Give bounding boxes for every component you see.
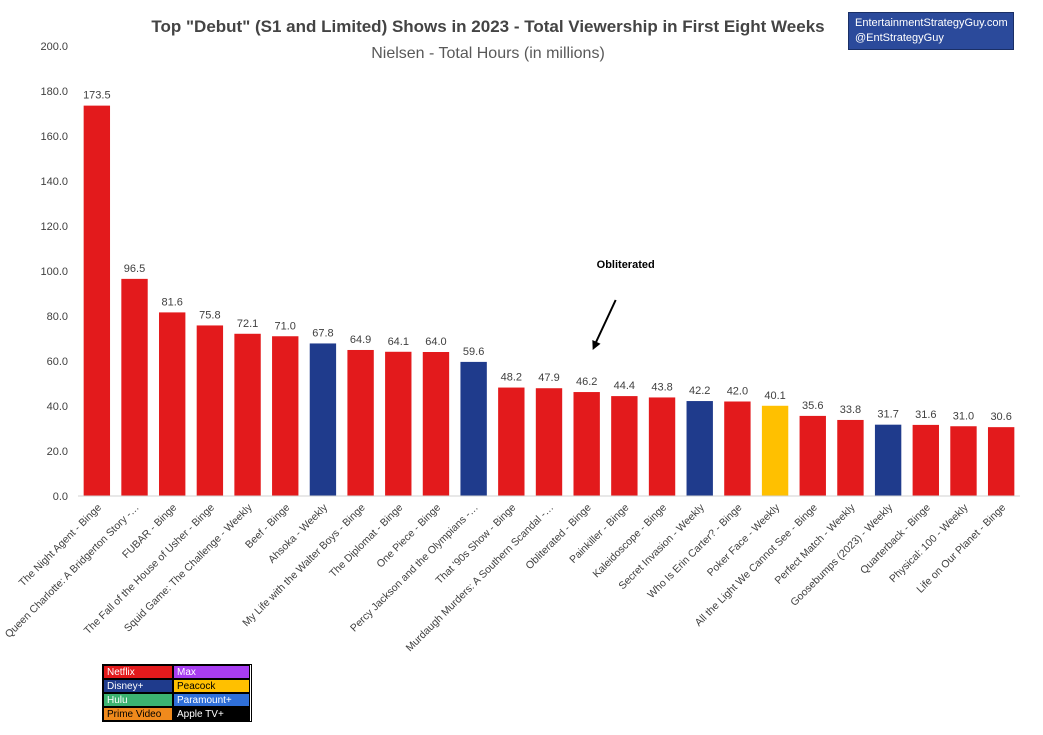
data-label: 64.9 — [350, 334, 371, 346]
y-tick-label: 20.0 — [47, 446, 68, 458]
bar — [724, 401, 751, 496]
y-tick-label: 180.0 — [40, 86, 68, 98]
bar — [347, 349, 374, 496]
bar — [196, 325, 224, 496]
bar — [272, 336, 299, 496]
bar — [83, 105, 111, 496]
bar — [385, 351, 412, 496]
chart-subtitle: Nielsen - Total Hours (in millions) — [371, 45, 605, 62]
y-tick-label: 60.0 — [47, 356, 68, 368]
y-tick-label: 0.0 — [53, 491, 68, 503]
credit-handle: @EntStrategyGuy — [855, 32, 944, 44]
y-axis: 0.0 20.0 40.0 60.0 80.0 100.0 120.0 140.0 160.0 1… — [40, 41, 68, 503]
data-label: 31.0 — [953, 410, 974, 422]
annotation-text: Obliterated — [597, 259, 655, 271]
data-label: 75.8 — [199, 309, 220, 321]
data-label: 33.8 — [840, 404, 861, 416]
data-label: 31.7 — [877, 409, 898, 421]
data-label: 96.5 — [124, 263, 145, 275]
platform-legend: Netflix Max Disney+ Peacock Hulu Paramount+ Pr… — [102, 664, 252, 722]
data-label: 44.4 — [614, 380, 635, 392]
y-tick-label: 160.0 — [40, 131, 68, 143]
y-tick-label: 120.0 — [40, 221, 68, 233]
x-tick-label: Queen Charlotte: A Bridgerton Story -… — [3, 502, 142, 641]
legend-item: Max — [173, 665, 250, 679]
bar — [611, 396, 638, 496]
y-tick-label: 100.0 — [40, 266, 68, 278]
x-tick-label: The Diplomat - Binge — [327, 502, 405, 580]
data-label: 64.0 — [425, 336, 446, 348]
data-label: 30.6 — [990, 411, 1011, 423]
data-label: 71.0 — [275, 320, 296, 332]
bar — [535, 388, 563, 496]
chart-title: Top "Debut" (S1 and Limited) Shows in 20… — [151, 17, 824, 36]
data-label: 47.9 — [538, 372, 559, 384]
y-tick-label: 200.0 — [40, 41, 68, 53]
bar — [460, 361, 487, 496]
x-tick-label: Quarterback - Binge — [858, 502, 933, 577]
x-tick-label: One Piece - Binge — [374, 502, 443, 571]
bar — [422, 352, 450, 496]
credit-website: EntertainmentStrategyGuy.com — [855, 17, 1008, 29]
data-label: 48.2 — [501, 372, 522, 384]
y-tick-label: 80.0 — [47, 311, 68, 323]
y-tick-label: 40.0 — [47, 401, 68, 413]
credit-box: EntertainmentStrategyGuy.com @EntStrateg… — [848, 12, 1014, 50]
bar — [686, 401, 713, 496]
bar — [950, 426, 977, 496]
data-label: 46.2 — [576, 376, 597, 388]
legend-item: Netflix — [103, 665, 173, 679]
annotation: Obliterated — [592, 259, 655, 350]
bar — [837, 419, 864, 496]
legend-item: Apple TV+ — [173, 707, 250, 721]
x-tick-label: Poker Face - Weekly — [705, 501, 783, 579]
bar — [912, 424, 939, 496]
data-label: 64.1 — [388, 336, 409, 348]
legend-item: Prime Video — [103, 707, 173, 721]
bar — [309, 343, 337, 496]
bar — [159, 312, 186, 496]
data-label: 42.0 — [727, 386, 748, 398]
data-label: 40.1 — [764, 390, 785, 402]
legend-item: Peacock — [173, 679, 250, 693]
bar — [874, 424, 902, 496]
annotation-arrowhead — [592, 339, 601, 350]
bar — [234, 333, 261, 496]
bar — [121, 278, 148, 496]
bars — [83, 105, 1015, 496]
bar — [799, 415, 826, 496]
data-label: 35.6 — [802, 400, 823, 412]
annotation-arrow — [593, 299, 617, 346]
bar — [987, 427, 1015, 496]
data-label: 59.6 — [463, 346, 484, 358]
data-label: 173.5 — [83, 90, 111, 102]
data-label: 72.1 — [237, 318, 258, 330]
x-tick-label: Obliterated - Binge — [523, 502, 594, 573]
data-label: 43.8 — [651, 381, 672, 393]
legend-item: Disney+ — [103, 679, 173, 693]
bar — [573, 392, 600, 496]
bar — [498, 387, 525, 496]
data-labels: 173.5 96.5 81.6 75.8 72.1 71.0 67.8 64.9 64.1 64.… — [83, 90, 1012, 424]
data-label: 81.6 — [161, 296, 182, 308]
data-label: 31.6 — [915, 409, 936, 421]
x-tick-label: Kaleidoscope - Binge — [591, 502, 670, 581]
data-label: 42.2 — [689, 385, 710, 397]
legend-item: Paramount+ — [173, 693, 250, 707]
data-label: 67.8 — [312, 327, 333, 339]
bar — [761, 405, 789, 496]
legend-item: Hulu — [103, 693, 173, 707]
bar — [648, 397, 676, 496]
y-tick-label: 140.0 — [40, 176, 68, 188]
